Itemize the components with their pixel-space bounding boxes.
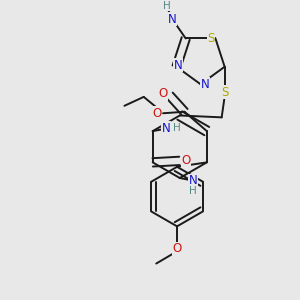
Text: N: N bbox=[168, 13, 177, 26]
Text: O: O bbox=[152, 107, 161, 120]
Text: S: S bbox=[207, 32, 215, 45]
Text: O: O bbox=[172, 242, 182, 255]
Text: H: H bbox=[163, 1, 170, 11]
Text: N: N bbox=[201, 78, 209, 91]
Text: N: N bbox=[162, 122, 170, 135]
Text: H: H bbox=[172, 123, 180, 133]
Text: S: S bbox=[222, 85, 229, 99]
Text: N: N bbox=[174, 59, 182, 72]
Text: N: N bbox=[189, 175, 197, 188]
Text: H: H bbox=[189, 186, 197, 197]
Text: O: O bbox=[182, 154, 191, 167]
Text: O: O bbox=[158, 87, 168, 101]
